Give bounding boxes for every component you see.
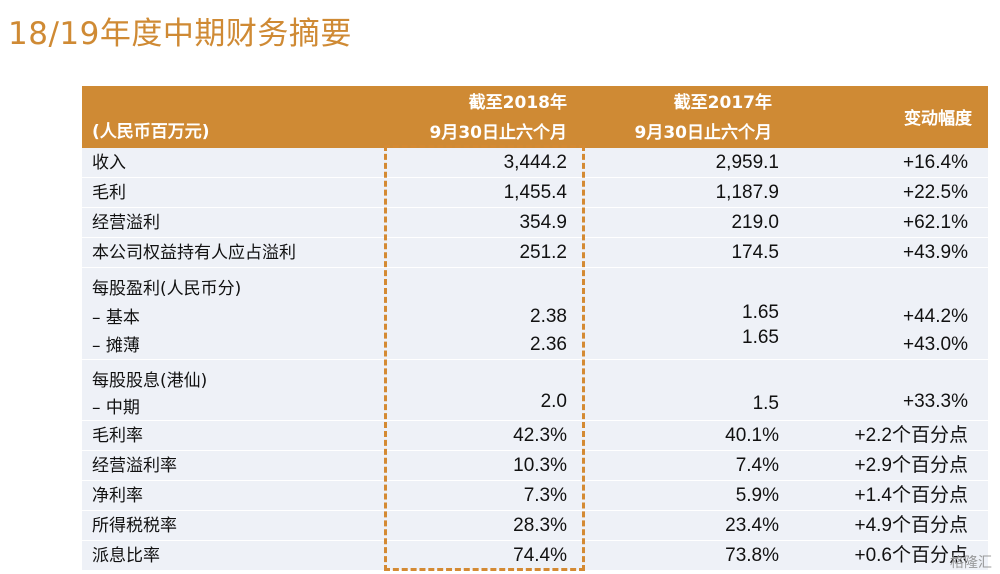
- value-2018: 251.2: [519, 242, 567, 263]
- row-label: 经营溢利: [92, 213, 160, 233]
- value-2018-basic: 2.38: [530, 306, 567, 327]
- value-change: +22.5%: [903, 182, 968, 203]
- value-change: +2.9个百分点: [854, 455, 968, 476]
- unit-label: (人民币百万元): [92, 122, 210, 142]
- value-2017-basic: 1.65: [742, 302, 779, 323]
- header-col-2017: 截至2017年 9月30日止六个月: [582, 88, 773, 148]
- row-label: 净利率: [92, 486, 143, 506]
- value-2018: 74.4%: [513, 545, 567, 566]
- value-2018: 10.3%: [513, 455, 567, 476]
- value-2018: 354.9: [519, 212, 567, 233]
- row-label: 收入: [92, 153, 126, 173]
- value-2017-diluted: 1.65: [742, 327, 779, 348]
- value-2017: 5.9%: [735, 485, 779, 506]
- financial-summary-table: (人民币百万元) 截至2018年 9月30日止六个月 截至2017年 9月30日…: [82, 86, 988, 571]
- header-col-2017-line2: 9月30日止六个月: [634, 123, 773, 143]
- value-2018: 28.3%: [513, 515, 567, 536]
- value-change: +4.9个百分点: [854, 515, 968, 536]
- value-change: +33.3%: [903, 391, 968, 412]
- table-row-revenue: 收入 3,444.2 2,959.1 +16.4%: [82, 148, 988, 178]
- watermark: 格隆汇: [950, 555, 992, 571]
- table-row-operating-margin: 经营溢利率 10.3% 7.4% +2.9个百分点: [82, 451, 988, 481]
- row-label: 每股盈利(人民币分): [92, 279, 242, 299]
- value-2017: 2,959.1: [715, 152, 779, 173]
- table-row-eps: 每股盈利(人民币分) – 基本 – 摊薄 2.38 2.36 1.65 1.65…: [82, 268, 988, 360]
- table-row-net-margin: 净利率 7.3% 5.9% +1.4个百分点: [82, 481, 988, 511]
- value-2017: 219.0: [731, 212, 779, 233]
- row-label: 所得税税率: [92, 516, 177, 536]
- table-row-operating-profit: 经营溢利 354.9 219.0 +62.1%: [82, 208, 988, 238]
- row-label: 每股股息(港仙): [92, 371, 208, 391]
- row-sublabel-diluted: – 摊薄: [92, 336, 140, 356]
- value-2017: 73.8%: [725, 545, 779, 566]
- value-change: +0.6个百分点: [854, 545, 968, 566]
- value-change: +62.1%: [903, 212, 968, 233]
- table-row-tax-rate: 所得税税率 28.3% 23.4% +4.9个百分点: [82, 511, 988, 541]
- table-row-attributable-profit: 本公司权益持有人应占溢利 251.2 174.5 +43.9%: [82, 238, 988, 268]
- table-row-gross-margin: 毛利率 42.3% 40.1% +2.2个百分点: [82, 421, 988, 451]
- row-label: 派息比率: [92, 546, 160, 566]
- value-2018: 7.3%: [523, 485, 567, 506]
- table-header: (人民币百万元) 截至2018年 9月30日止六个月 截至2017年 9月30日…: [82, 86, 988, 148]
- value-change: +43.9%: [903, 242, 968, 263]
- value-2017: 23.4%: [725, 515, 779, 536]
- header-col-2018: 截至2018年 9月30日止六个月: [382, 88, 568, 148]
- header-col-change: 变动幅度: [904, 109, 972, 129]
- value-2018: 42.3%: [513, 425, 567, 446]
- value-change: +1.4个百分点: [854, 485, 968, 506]
- row-label: 本公司权益持有人应占溢利: [92, 243, 296, 263]
- value-2017: 1.5: [752, 393, 779, 414]
- value-2017: 40.1%: [725, 425, 779, 446]
- value-2017: 1,187.9: [715, 182, 779, 203]
- table-row-gross-profit: 毛利 1,455.4 1,187.9 +22.5%: [82, 178, 988, 208]
- value-2017: 7.4%: [735, 455, 779, 476]
- value-change: +16.4%: [903, 152, 968, 173]
- value-change-basic: +44.2%: [903, 306, 968, 327]
- header-col-2018-line2: 9月30日止六个月: [429, 123, 568, 143]
- row-label: 毛利: [92, 183, 126, 203]
- table-row-dps: 每股股息(港仙) – 中期 2.0 1.5 +33.3%: [82, 360, 988, 421]
- row-sublabel-basic: – 基本: [92, 308, 140, 328]
- value-2017: 174.5: [731, 242, 779, 263]
- row-label: 经营溢利率: [92, 456, 177, 476]
- row-sublabel-interim: – 中期: [92, 398, 140, 418]
- value-2018: 2.0: [540, 391, 567, 412]
- value-change-diluted: +43.0%: [903, 334, 968, 355]
- header-col-2017-line1: 截至2017年: [673, 93, 772, 113]
- row-label: 毛利率: [92, 426, 143, 446]
- header-col-2018-line1: 截至2018年: [468, 93, 567, 113]
- page-title: 18/19年度中期财务摘要: [8, 16, 352, 52]
- value-2018-diluted: 2.36: [530, 334, 567, 355]
- value-change: +2.2个百分点: [854, 425, 968, 446]
- value-2018: 1,455.4: [503, 182, 567, 203]
- table-row-payout-ratio: 派息比率 74.4% 73.8% +0.6个百分点: [82, 541, 988, 571]
- value-2018: 3,444.2: [503, 152, 567, 173]
